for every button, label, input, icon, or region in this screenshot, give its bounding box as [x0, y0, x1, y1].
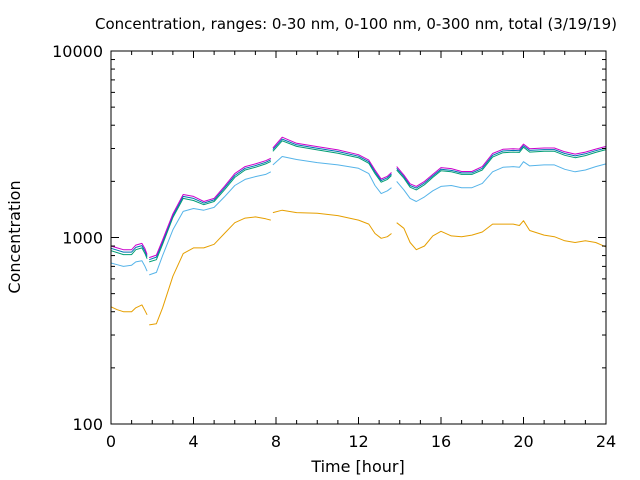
series-segment — [396, 146, 607, 191]
series-line-3 — [110, 140, 607, 263]
series-segment — [272, 209, 392, 239]
series-layer — [110, 136, 607, 326]
series-line-2 — [110, 156, 607, 276]
series-segment — [110, 260, 148, 272]
series-segment — [272, 136, 392, 180]
series-segment — [110, 304, 148, 316]
series-segment — [149, 216, 271, 326]
chart-title: Concentration, ranges: 0-30 nm, 0-100 nm… — [95, 15, 617, 33]
y-tick-label: 10000 — [52, 42, 103, 61]
series-segment — [272, 156, 392, 195]
series-line-4 — [110, 138, 607, 261]
series-segment — [149, 159, 272, 261]
series-segment — [149, 157, 272, 259]
series-segment — [110, 242, 148, 255]
series-segment — [149, 171, 272, 276]
series-segment — [396, 145, 607, 189]
y-axis-label: Concentration — [5, 180, 24, 293]
series-line-1 — [110, 209, 607, 326]
series-segment — [110, 245, 148, 257]
x-tick-label: 8 — [271, 432, 281, 451]
x-tick-label: 24 — [596, 432, 616, 451]
series-segment — [272, 140, 392, 183]
x-tick-label: 0 — [106, 432, 116, 451]
series-segment — [396, 220, 607, 251]
series-segment — [396, 161, 607, 202]
y-tick-label: 100 — [72, 415, 103, 434]
x-tick-label: 20 — [513, 432, 533, 451]
series-segment — [272, 138, 392, 182]
series-segment — [110, 247, 148, 259]
x-tick-label: 4 — [188, 432, 198, 451]
series-segment — [396, 143, 607, 187]
series-segment — [149, 160, 272, 263]
x-tick-label: 12 — [348, 432, 368, 451]
x-tick-label: 16 — [431, 432, 451, 451]
x-axis-label: Time [hour] — [310, 457, 404, 476]
plot-frame — [110, 50, 607, 425]
series-line-5 — [110, 136, 607, 259]
y-tick-label: 1000 — [62, 229, 103, 248]
axes-layer: 0 4 8 12 16 20 24 100 1000 10000 — [52, 42, 616, 451]
